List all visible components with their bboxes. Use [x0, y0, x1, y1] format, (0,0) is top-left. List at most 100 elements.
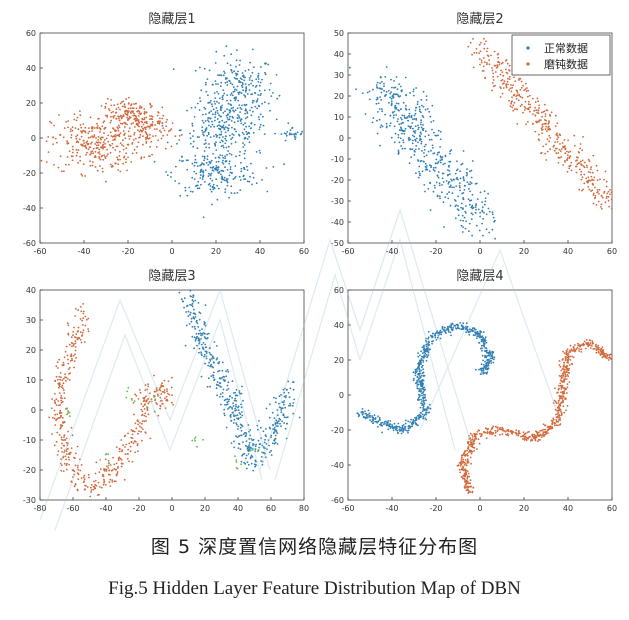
data-point	[191, 326, 194, 328]
data-point	[573, 144, 576, 147]
data-point	[121, 144, 123, 146]
data-point	[294, 132, 297, 135]
data-point	[257, 78, 260, 80]
legend-marker	[526, 62, 530, 66]
data-point	[70, 336, 73, 339]
data-point	[170, 176, 172, 178]
data-point	[159, 120, 162, 123]
data-point	[556, 122, 559, 125]
data-point	[425, 95, 428, 97]
data-point	[139, 133, 142, 136]
data-point	[463, 189, 466, 191]
data-point	[589, 179, 591, 182]
data-point	[424, 396, 426, 399]
data-point	[54, 413, 57, 416]
data-point	[215, 83, 217, 85]
data-point	[580, 348, 583, 351]
data-point	[240, 84, 243, 87]
data-point	[456, 176, 458, 179]
data-point	[566, 392, 568, 394]
data-point	[254, 464, 257, 466]
data-point	[466, 476, 469, 479]
data-point	[432, 166, 435, 169]
data-point	[166, 141, 169, 144]
data-point	[560, 391, 562, 394]
data-point	[515, 433, 518, 436]
data-point	[242, 123, 245, 126]
data-point	[235, 403, 237, 406]
data-point	[366, 91, 369, 94]
data-point	[127, 102, 130, 105]
data-point	[546, 138, 549, 141]
data-point	[572, 356, 575, 359]
data-point	[480, 61, 483, 64]
data-point	[475, 433, 478, 436]
data-point	[126, 390, 129, 393]
data-point	[609, 353, 612, 356]
data-point	[291, 404, 294, 407]
data-point	[421, 170, 424, 173]
data-point	[133, 112, 136, 115]
data-point	[592, 154, 595, 157]
data-point	[68, 366, 71, 369]
data-point	[223, 176, 226, 179]
data-point	[609, 189, 611, 191]
data-point	[62, 439, 64, 442]
data-point	[220, 145, 223, 148]
data-point	[256, 424, 259, 427]
data-point	[529, 103, 532, 106]
data-point	[89, 153, 91, 156]
data-point	[538, 133, 540, 136]
data-point	[234, 407, 237, 410]
data-point	[401, 122, 404, 124]
data-point	[213, 186, 216, 189]
data-point	[594, 196, 597, 199]
data-point	[163, 389, 166, 391]
data-point	[407, 427, 410, 430]
legend-marker	[526, 46, 530, 50]
data-point	[63, 449, 66, 452]
data-point	[534, 106, 537, 109]
data-point	[125, 158, 127, 161]
data-point	[204, 333, 206, 335]
data-point	[207, 377, 210, 380]
data-point	[99, 165, 101, 167]
data-point	[466, 470, 469, 472]
data-point	[578, 168, 581, 171]
data-point	[156, 393, 159, 396]
data-point	[135, 427, 138, 430]
data-point	[419, 406, 422, 409]
data-point	[89, 136, 92, 139]
data-point	[229, 134, 231, 137]
data-point	[233, 70, 236, 73]
data-point	[53, 164, 55, 166]
data-point	[73, 326, 75, 329]
data-point	[89, 116, 92, 119]
data-point	[171, 394, 173, 397]
data-point	[228, 109, 231, 112]
data-point	[407, 420, 409, 423]
data-point	[212, 83, 214, 86]
data-point	[557, 420, 560, 423]
data-point	[414, 112, 417, 115]
data-point	[235, 155, 238, 158]
data-point	[230, 104, 233, 107]
data-point	[478, 52, 480, 55]
data-point	[566, 405, 569, 407]
data-point	[376, 119, 378, 122]
data-point	[91, 135, 93, 138]
data-point	[421, 387, 423, 390]
data-point	[166, 390, 168, 393]
data-point	[127, 432, 129, 435]
data-point	[239, 426, 242, 429]
data-point	[465, 479, 468, 482]
data-point	[238, 154, 241, 157]
data-point	[189, 142, 192, 145]
data-point	[401, 424, 404, 427]
data-point	[180, 156, 183, 158]
data-point	[276, 425, 279, 427]
data-point	[542, 145, 545, 148]
data-point	[57, 382, 60, 385]
data-point	[450, 178, 452, 181]
data-point	[546, 109, 549, 112]
